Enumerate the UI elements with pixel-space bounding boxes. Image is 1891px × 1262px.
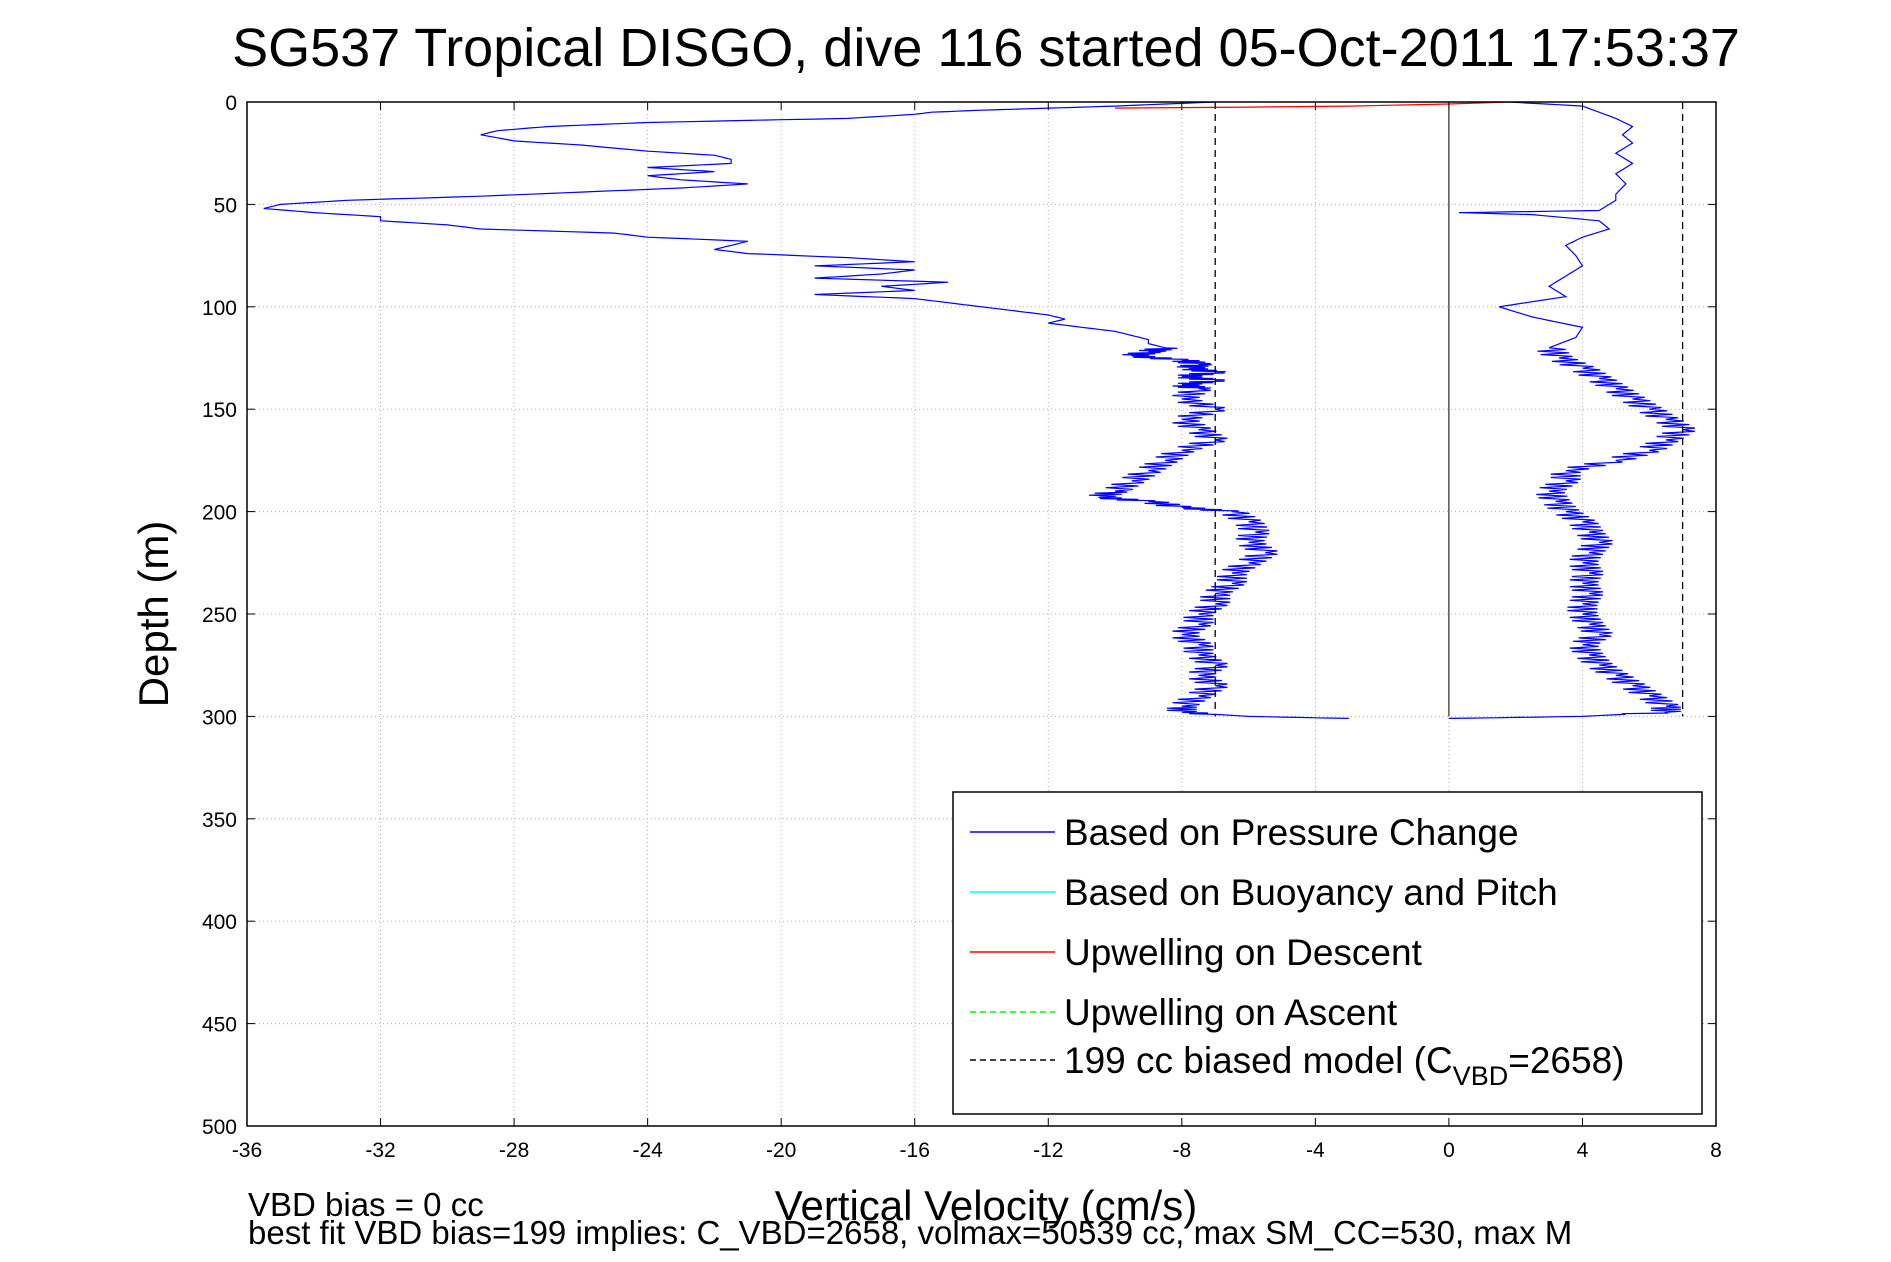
x-tick-label: -20 <box>766 1139 796 1162</box>
x-tick-label: -16 <box>900 1139 930 1162</box>
y-tick-label: 50 <box>214 194 237 217</box>
x-tick-label: 0 <box>1443 1139 1455 1162</box>
x-axis-label: Vertical Velocity (cm/s) <box>775 1182 1197 1229</box>
vbd-bias-note: VBD bias = 0 cc <box>248 1186 484 1223</box>
x-tick-label: -32 <box>365 1139 395 1162</box>
legend: Based on Pressure Change Based on Buoyanc… <box>952 791 1703 1115</box>
x-tick-label: -28 <box>499 1139 529 1162</box>
y-axis-label: Depth (m) <box>130 521 177 708</box>
best-fit-note: best fit VBD bias=199 implies: C_VBD=265… <box>248 1214 1572 1251</box>
series-line-1 <box>1448 101 1695 719</box>
chart-title: SG537 Tropical DISGO, dive 116 started 0… <box>232 18 1740 78</box>
legend-label-subscript: VBD <box>1453 1061 1509 1091</box>
y-tick-label: 350 <box>202 809 237 832</box>
y-tick-label: 0 <box>225 92 237 115</box>
legend-label-2: Upwelling on Descent <box>1064 932 1423 973</box>
x-tick-label: 8 <box>1710 1139 1722 1162</box>
y-ticks: 0 50 100 150 200 250 300 350 400 450 500 <box>202 92 1716 1139</box>
series-line-0 <box>263 101 1349 719</box>
y-tick-label: 400 <box>202 911 237 934</box>
legend-label-0: Based on Pressure Change <box>1064 812 1519 853</box>
x-tick-label: 4 <box>1577 1139 1589 1162</box>
y-tick-label: 100 <box>202 297 237 320</box>
x-tick-label: -36 <box>232 1139 262 1162</box>
y-tick-label: 500 <box>202 1116 237 1139</box>
x-ticks: -36 -32 -28 -24 -20 -16 -12 -8 -4 0 4 8 <box>232 102 1722 1162</box>
y-tick-label: 250 <box>202 604 237 627</box>
legend-label-1: Based on Buoyancy and Pitch <box>1064 872 1558 913</box>
x-tick-label: -24 <box>632 1139 663 1162</box>
legend-label-3: Upwelling on Ascent <box>1064 992 1398 1033</box>
legend-box <box>952 791 1703 1115</box>
y-tick-label: 300 <box>202 706 237 729</box>
series-layer <box>263 101 1695 719</box>
legend-label-main: 199 cc biased model (C <box>1064 1040 1453 1081</box>
y-tick-label: 200 <box>202 502 237 525</box>
y-tick-label: 450 <box>202 1014 237 1037</box>
legend-label-4: 199 cc biased model (CVBD=2658) <box>1064 1040 1624 1091</box>
legend-label-suffix: =2658) <box>1508 1040 1624 1081</box>
x-tick-label: -12 <box>1033 1139 1063 1162</box>
y-tick-label: 150 <box>202 399 237 422</box>
x-tick-label: -8 <box>1172 1139 1191 1162</box>
series-line-2 <box>1114 101 1510 109</box>
x-tick-label: -4 <box>1306 1139 1325 1162</box>
